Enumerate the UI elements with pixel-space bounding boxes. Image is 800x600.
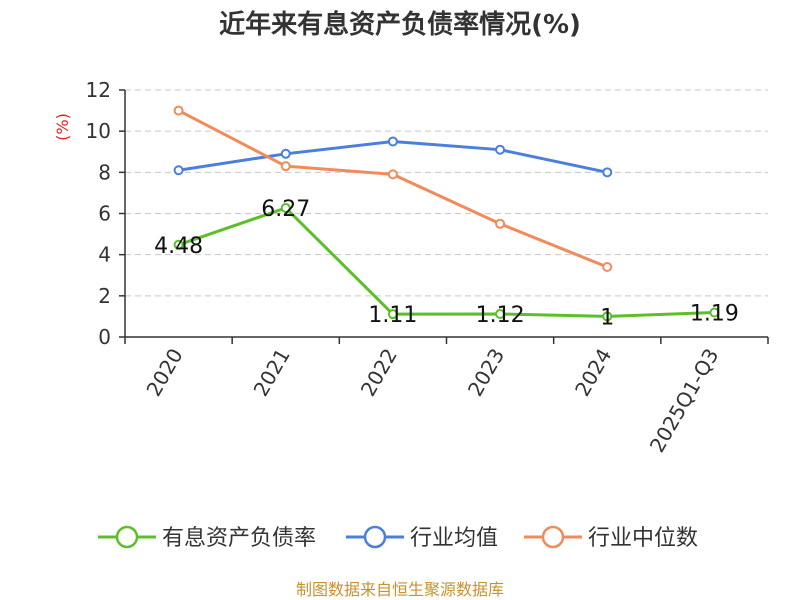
data-point [280, 161, 291, 172]
x-tick-label: 2020 [141, 344, 187, 400]
data-label: 1.12 [476, 303, 525, 328]
data-label: 1.11 [368, 303, 417, 328]
data-point [495, 218, 506, 229]
legend-marker [541, 525, 565, 549]
data-point [280, 148, 291, 159]
data-point [173, 239, 184, 250]
data-point [495, 308, 506, 319]
y-tick-label: 2 [98, 284, 111, 308]
data-point [387, 169, 398, 180]
series-layer [173, 105, 720, 322]
axes: 0 2 4 6 8 10 12 2020 2021 2022 2023 2024 2025Q1-Q3 [86, 78, 769, 457]
legend-marker [115, 525, 139, 549]
data-point [602, 167, 613, 178]
legend-label: 行业均值 [410, 526, 498, 551]
data-point [602, 311, 613, 322]
data-label: 6.27 [261, 197, 310, 222]
x-tick-label: 2023 [463, 344, 509, 400]
legend-label: 有息资产负债率 [162, 526, 316, 551]
legend-label: 行业中位数 [588, 526, 698, 551]
data-point [387, 309, 398, 320]
grid-lines [125, 89, 768, 297]
data-point [280, 202, 291, 213]
y-tick-label: 4 [98, 243, 111, 267]
data-label: 1.19 [690, 302, 739, 327]
series-line [178, 206, 715, 318]
source-note: 制图数据来自恒生聚源数据库 [296, 580, 504, 599]
data-label: 4.48 [154, 234, 203, 259]
chart-title: 近年来有息资产负债率情况(%) [219, 9, 581, 40]
data-point [709, 307, 720, 318]
series-line [177, 109, 608, 269]
data-point [602, 262, 613, 273]
data-point [173, 105, 184, 116]
data-point [495, 144, 506, 155]
y-axis-label: (%) [53, 113, 72, 141]
y-tick-label: 12 [86, 78, 111, 102]
legend-marker [363, 525, 387, 549]
legend: 有息资产负债率 行业均值 行业中位数 [98, 525, 698, 551]
x-tick-label: 2022 [356, 344, 402, 400]
y-tick-label: 10 [86, 119, 111, 143]
x-tick-label: 2024 [570, 344, 616, 400]
y-tick-label: 6 [98, 202, 111, 226]
data-label: 1 [600, 305, 614, 330]
data-labels: 4.48 6.27 1.11 1.12 1 1.19 [154, 197, 739, 330]
data-point [387, 136, 398, 147]
data-point [173, 165, 184, 176]
y-tick-label: 8 [98, 160, 111, 184]
x-tick-label: 2025Q1-Q3 [645, 344, 724, 456]
x-tick-label: 2021 [249, 344, 295, 400]
y-tick-label: 0 [98, 325, 111, 349]
